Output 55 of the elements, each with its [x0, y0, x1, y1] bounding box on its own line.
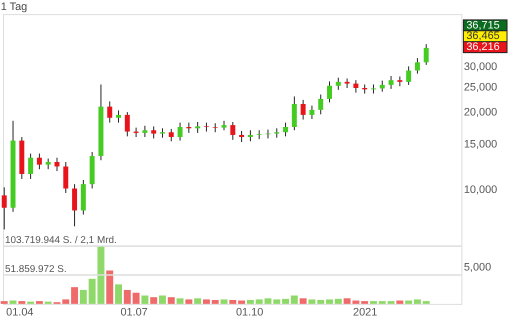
candlestick [414, 58, 420, 74]
ref-line-label: 51.859.972 S. [4, 264, 67, 275]
candlestick [424, 44, 429, 66]
candlestick [265, 129, 270, 139]
x-tick-label: 2021 [353, 306, 378, 318]
candlestick [28, 153, 34, 180]
candlestick [124, 112, 130, 137]
ref-line-label: 103.719.944 S. / 2,1 Mrd. [4, 235, 117, 246]
candlestick [274, 128, 280, 138]
x-tick-label: 01.04 [6, 306, 34, 318]
candlestick [318, 94, 324, 115]
candlestick [222, 120, 226, 131]
candlestick [239, 130, 244, 143]
candlestick [186, 122, 192, 134]
candlestick [151, 126, 156, 139]
chart-subtitle: 1 Tag [0, 1, 28, 14]
candlestick [336, 77, 341, 90]
candlestick [248, 130, 253, 142]
candlestick [397, 76, 402, 87]
candlestick [309, 105, 314, 120]
y-tick-label: 30,000 [464, 61, 498, 74]
y-tick-label: 5,000 [464, 262, 492, 274]
candlestick [353, 80, 358, 94]
y-tick-label: 10,000 [464, 184, 498, 196]
x-tick-label: 01.07 [120, 306, 148, 318]
candlestick [388, 76, 394, 90]
candlestick [116, 110, 121, 124]
text: 36,216 [466, 41, 500, 54]
candlestick [283, 122, 288, 137]
candlestick [107, 100, 112, 124]
candlestick [230, 122, 236, 140]
y-tick-label: 20,000 [464, 106, 498, 119]
candlestick [142, 125, 148, 138]
candlestick [134, 127, 139, 138]
candlestick [72, 184, 78, 227]
candlestick [195, 122, 200, 134]
candlestick [406, 66, 412, 86]
text: 36,465 [466, 30, 500, 42]
candlestick [46, 158, 51, 170]
candlestick [63, 161, 68, 194]
text: 36,715 [466, 19, 500, 32]
candlestick [292, 96, 297, 131]
y-tick-label: 25,000 [464, 82, 498, 94]
candlestick [168, 128, 174, 142]
candlestick [370, 84, 376, 94]
x-tick-label: 01.10 [236, 306, 264, 318]
candlestick [2, 186, 7, 230]
candlestick [327, 80, 332, 103]
candlestick [362, 84, 368, 94]
candlestick [178, 122, 183, 142]
candlestick [54, 157, 60, 172]
y-tick-label: 15,000 [464, 138, 498, 151]
candlestick [300, 99, 306, 120]
candlestick [36, 153, 42, 170]
candlestick [160, 128, 165, 138]
